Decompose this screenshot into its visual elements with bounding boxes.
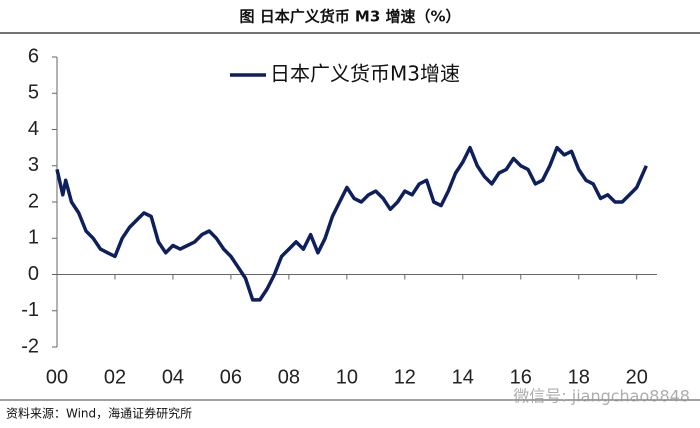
- x-tick-label: 04: [162, 366, 184, 388]
- x-tick-label: 02: [104, 366, 126, 388]
- x-tick-label: 00: [46, 366, 68, 388]
- x-tick-label: 14: [452, 366, 474, 388]
- y-tick-label: 4: [28, 118, 39, 140]
- legend-label: 日本广义货币M3增速: [270, 62, 460, 86]
- x-tick-label: 16: [510, 366, 532, 388]
- y-tick-label: 5: [28, 82, 39, 104]
- y-tick-label: 1: [28, 227, 39, 249]
- x-tick-label: 12: [394, 366, 416, 388]
- watermark: 微信号: jiangchao8848: [513, 387, 690, 406]
- data-line: [55, 145, 648, 302]
- y-tick-label: -1: [21, 299, 39, 321]
- chart-title: 图 日本广义货币 M3 增速（%）: [239, 8, 460, 26]
- x-tick-label: 10: [336, 366, 358, 388]
- y-tick-label: 2: [28, 190, 39, 212]
- x-tick-label: 18: [568, 366, 590, 388]
- y-tick-label: 6: [28, 45, 39, 67]
- y-tick-label: 0: [28, 263, 39, 285]
- source: 资料来源：Wind，海通证券研究所: [6, 406, 192, 421]
- x-tick-label: 20: [626, 366, 648, 388]
- x-tick-label: 06: [220, 366, 242, 388]
- x-tick-label: 08: [278, 366, 300, 388]
- y-tick-label: -2: [21, 335, 39, 357]
- y-tick-label: 3: [28, 154, 39, 176]
